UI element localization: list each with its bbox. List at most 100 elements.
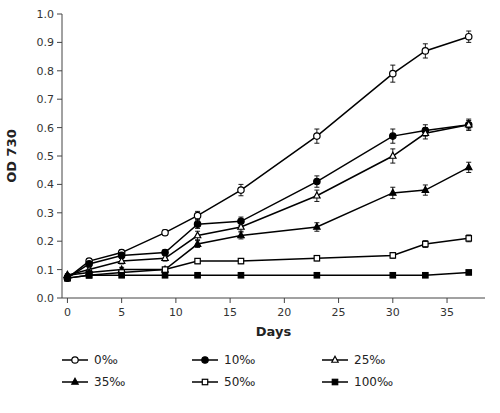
y-tick-label: 0.7 <box>37 93 55 106</box>
error-bar <box>390 129 395 143</box>
point <box>162 255 168 261</box>
point <box>194 221 200 227</box>
point <box>422 186 428 192</box>
y-tick <box>57 156 62 157</box>
point <box>314 256 319 261</box>
x-tick <box>175 298 176 303</box>
legend-marker <box>332 379 337 384</box>
error-bar <box>390 149 395 163</box>
point <box>466 164 472 170</box>
y-tick-label: 0.5 <box>37 150 55 163</box>
x-tick <box>67 298 68 303</box>
legend-label: 35‰ <box>94 375 125 389</box>
point <box>314 178 320 184</box>
x-axis-label: Days <box>256 324 292 339</box>
point <box>195 273 200 278</box>
legend-label: 10‰ <box>224 353 255 367</box>
point <box>390 133 396 139</box>
legend-item: 25‰ <box>322 353 385 367</box>
error-bar <box>119 258 124 264</box>
chart: 051015202530350.00.10.20.30.40.50.60.70.… <box>0 0 500 413</box>
y-tick <box>57 212 62 213</box>
x-tick-label: 30 <box>386 306 400 319</box>
x-tick <box>392 298 393 303</box>
point <box>194 232 200 238</box>
point <box>314 223 320 229</box>
point <box>422 130 428 136</box>
series-line <box>67 272 468 278</box>
point <box>466 34 472 40</box>
legend-label: 25‰ <box>354 353 385 367</box>
y-tick-label: 0.9 <box>37 36 55 49</box>
x-tick-label: 25 <box>332 306 346 319</box>
x-tick-label: 20 <box>277 306 291 319</box>
y-tick <box>57 269 62 270</box>
legend-marker <box>72 357 78 363</box>
point <box>162 266 168 272</box>
legend-marker <box>72 378 78 384</box>
error-bar <box>423 241 428 248</box>
point <box>194 240 200 246</box>
y-tick-label: 0.6 <box>37 122 55 135</box>
y-tick <box>57 70 62 71</box>
error-bar <box>466 235 471 242</box>
point <box>422 48 428 54</box>
error-bar <box>163 267 168 272</box>
point <box>238 273 243 278</box>
legend-marker <box>202 379 207 384</box>
point <box>86 273 91 278</box>
point <box>238 187 244 193</box>
error-bar <box>314 256 319 261</box>
error-bar <box>423 185 428 195</box>
legend-item: 35‰ <box>62 375 125 389</box>
x-tick <box>284 298 285 303</box>
error-bar <box>314 176 319 187</box>
error-bar <box>466 119 471 130</box>
point <box>195 258 200 263</box>
error-bar <box>195 211 200 220</box>
y-tick <box>57 99 62 100</box>
legend-item: 100‰ <box>322 375 393 389</box>
y-tick <box>57 14 62 15</box>
series <box>65 235 472 281</box>
y-tick-label: 0.2 <box>37 235 55 248</box>
point <box>194 212 200 218</box>
error-bar <box>314 129 319 143</box>
series <box>64 162 472 277</box>
error-bar <box>238 223 243 232</box>
point <box>64 275 70 281</box>
y-tick <box>57 241 62 242</box>
error-bar <box>238 259 243 264</box>
point <box>238 223 244 229</box>
error-bar <box>390 187 395 198</box>
point <box>162 273 167 278</box>
error-bar <box>423 44 428 58</box>
x-axis-line <box>62 298 485 299</box>
error-bar <box>238 232 243 239</box>
series-line <box>67 125 468 278</box>
legend-label: 50‰ <box>224 375 255 389</box>
x-tick <box>338 298 339 303</box>
point <box>466 121 472 127</box>
point <box>314 133 320 139</box>
x-tick-label: 5 <box>118 306 125 319</box>
x-tick-label: 0 <box>64 306 71 319</box>
y-tick <box>57 184 62 185</box>
point <box>390 273 395 278</box>
x-tick-label: 35 <box>440 306 454 319</box>
legend-label: 100‰ <box>354 375 393 389</box>
y-tick <box>57 298 62 299</box>
series <box>64 121 472 278</box>
x-tick-label: 10 <box>169 306 183 319</box>
point <box>423 241 428 246</box>
error-bar <box>423 125 428 136</box>
error-bar <box>314 190 319 201</box>
series-line <box>67 238 468 278</box>
y-tick-label: 1.0 <box>37 8 55 21</box>
point <box>86 273 91 278</box>
legend-marker <box>202 357 208 363</box>
y-tick <box>57 127 62 128</box>
x-tick <box>230 298 231 303</box>
error-bar <box>195 220 200 229</box>
point <box>65 275 70 280</box>
